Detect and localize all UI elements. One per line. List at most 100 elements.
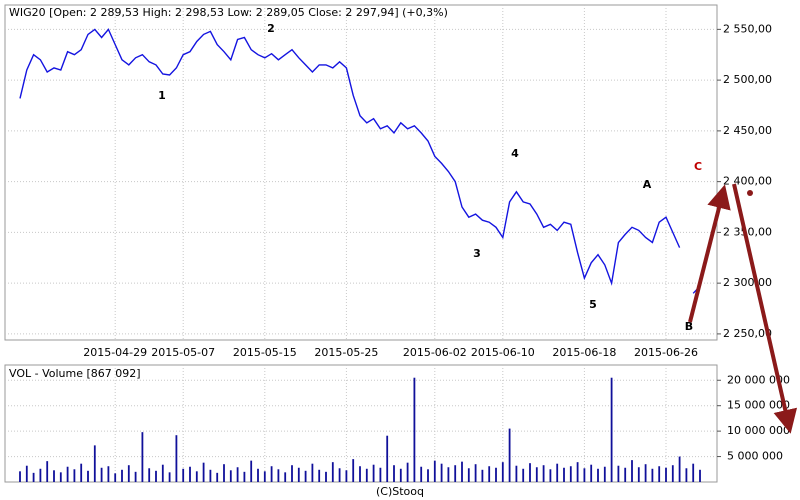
volume-bar [501,462,504,482]
wave-label: 3 [473,247,481,260]
volume-bar [93,445,96,482]
volume-bar [454,465,457,482]
volume-bar [467,468,470,482]
volume-bar [263,471,266,482]
volume-bar [39,468,42,482]
y-tick-label: 10 000 000 [727,424,790,437]
x-tick-label: 2015-06-10 [471,346,535,359]
volume-bar [617,465,620,482]
volume-bar [386,435,389,482]
volume-bar [121,469,123,482]
volume-bar [175,435,178,482]
wave-label: 2 [267,22,275,35]
volume-bar [161,464,164,482]
volume-bar [522,468,525,482]
volume-bar [168,472,171,482]
wave-label: 5 [589,298,597,311]
wave-label: A [643,178,652,191]
volume-bar [297,467,300,482]
volume-bar [461,461,463,482]
y-tick-label: 2 450,00 [723,124,772,137]
volume-bar [148,468,151,482]
volume-bar [481,469,484,482]
volume-bar [420,466,423,482]
volume-bar [223,464,225,482]
volume-bar [25,465,28,482]
volume-bar [243,471,246,482]
volume-bar [32,472,35,482]
volume-bar [644,464,647,482]
volume-bar [59,472,62,482]
volume-bar [569,466,572,482]
volume-bar [678,456,681,482]
volume-bar [325,471,327,482]
chart-title: WIG20 [Open: 2 289,53 High: 2 298,53 Low… [9,6,448,19]
volume-bar [19,471,21,482]
x-tick-label: 2015-05-25 [314,346,378,359]
volume-bar [399,468,402,482]
volume-bar [46,461,49,482]
volume-bar [331,462,334,482]
volume-bar [610,377,613,482]
arrow-up [688,184,731,323]
volume-bar [379,467,382,482]
volume-bar [447,467,450,482]
volume-bar [338,468,341,482]
volume-bar [100,467,103,482]
volume-bar [182,468,185,482]
volume-bar [304,470,307,482]
wave-label: C [694,160,702,173]
volume-bar [515,465,518,482]
volume-bar [671,465,674,482]
volume-bar [406,462,409,482]
wave-label: 1 [158,89,166,102]
x-tick-label: 2015-06-02 [403,346,467,359]
volume-bar [53,470,55,482]
volume-bar [250,460,253,482]
y-tick-label: 2 250,00 [723,327,772,340]
y-tick-label: 2 550,00 [723,22,772,35]
volume-bar [658,466,661,482]
wave-label: 4 [511,147,519,160]
volume-bar [529,463,531,482]
volume-bar [637,467,640,482]
volume-bar [440,463,443,482]
volume-bar [372,464,375,482]
x-tick-label: 2015-04-29 [83,346,147,359]
volume-bar [311,463,314,482]
volume-bar [345,470,348,482]
volume-bar [699,469,701,482]
arrow-down [732,183,798,434]
volume-bar [590,464,593,482]
volume-bar [127,465,130,482]
volume-bar [692,463,695,482]
volume-bar [87,470,89,482]
volume-bar [66,466,69,482]
volume-bar [535,467,538,482]
volume-bar [624,467,627,482]
price-panel [4,4,718,341]
volume-bar [597,468,599,482]
volume-bar [665,467,667,482]
y-tick-label: 20 000 000 [727,373,790,386]
volume-bar [277,469,280,482]
y-tick-label: 2 500,00 [723,73,772,86]
volume-bar [284,472,287,482]
volume-bar [549,469,552,482]
volume-bar [413,377,416,482]
volume-bar [134,471,137,482]
volume-bar [318,469,321,482]
volume-bar [556,463,559,482]
volume-bar [427,469,429,482]
volume-bar [542,465,545,482]
volume-bar [583,468,586,482]
volume-bar [155,470,157,482]
credit: (C)Stooq [376,485,424,498]
volume-bar [352,459,355,482]
wave-label: B [685,320,693,333]
plot-layer: 2 250,00 2 300,00 2 350,00 2 400,00 2 450,00… [5,5,790,482]
volume-bar [202,462,205,482]
volume-bar [270,466,273,482]
volume-bar [685,468,688,482]
